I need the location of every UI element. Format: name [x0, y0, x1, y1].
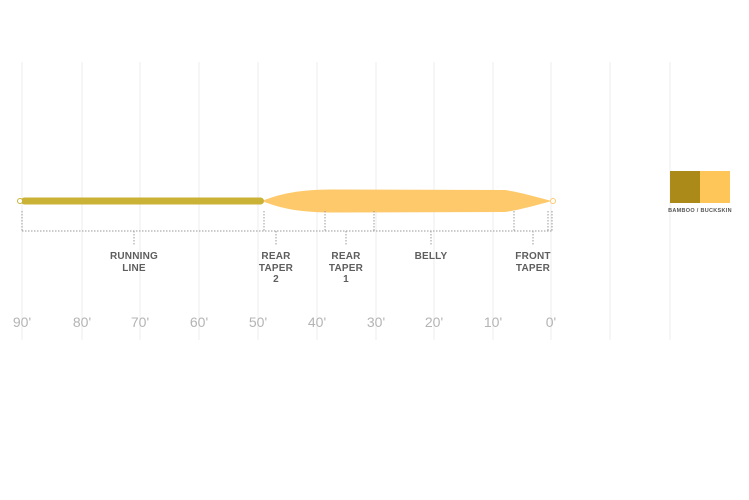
tick-label: 80' — [72, 314, 92, 330]
tick-label: 50' — [248, 314, 268, 330]
label-line: TAPER — [515, 262, 551, 274]
tick-label: 60' — [189, 314, 209, 330]
tick-label: 20' — [424, 314, 444, 330]
label-rear-taper-2: REAR TAPER 2 — [241, 251, 311, 286]
color-swatches — [670, 171, 730, 203]
label-line: TAPER — [258, 262, 294, 274]
label-line: REAR — [331, 251, 361, 262]
swatch-buckskin — [700, 171, 730, 203]
tick-label: 40' — [307, 314, 327, 330]
label-belly: BELLY — [396, 251, 466, 263]
segment-brackets — [21, 211, 553, 246]
swatch-caption: BAMBOO / BUCKSKIN — [668, 208, 732, 214]
tick-label: 10' — [483, 314, 503, 330]
label-line: 1 — [343, 274, 349, 285]
label-line: FRONT — [515, 251, 551, 262]
tick-label: 90' — [12, 314, 32, 330]
label-line: BELLY — [414, 251, 448, 262]
running-line-segment — [21, 197, 264, 205]
label-running-line: RUNNING LINE — [99, 251, 169, 274]
tick-label: 70' — [130, 314, 150, 330]
label-front-taper: FRONT TAPER — [498, 251, 568, 274]
label-line: TAPER — [328, 262, 364, 274]
line-end-loop-right — [550, 198, 556, 204]
swatch-bamboo — [670, 171, 700, 203]
fly-line — [17, 189, 556, 213]
label-line: RUNNING — [109, 251, 159, 262]
label-line: LINE — [122, 262, 146, 274]
label-rear-taper-1: REAR TAPER 1 — [311, 251, 381, 286]
label-line: 2 — [273, 274, 279, 285]
line-end-loop-left — [17, 198, 23, 204]
tick-label: 30' — [366, 314, 386, 330]
tick-label: 0' — [545, 314, 557, 330]
head-taper-shape — [262, 189, 552, 213]
label-line: REAR — [261, 251, 291, 262]
